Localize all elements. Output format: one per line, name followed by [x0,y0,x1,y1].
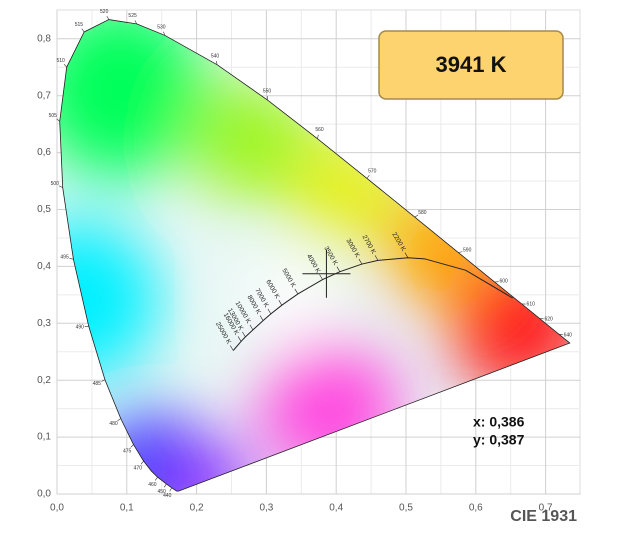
cct-tick [404,252,409,258]
wavelength-label: 590 [463,248,472,254]
wavelength-label: 510 [56,58,65,64]
wavelength-label: 490 [76,325,85,331]
y-tick-label: 0,0 [37,489,51,500]
chart-title: CIE 1931 [510,508,577,525]
wavelength-label: 505 [49,113,58,119]
wavelength-label: 470 [134,465,143,471]
y-tick-label: 0,8 [37,33,51,44]
cct-tick [374,255,379,261]
wavelength-label: 485 [93,381,102,387]
cct-tick [229,345,234,351]
x-tick-label: 0,6 [469,503,483,514]
wavelength-label: 580 [418,210,427,216]
wavelength-tick [63,63,67,68]
x-tick-label: 0,0 [50,503,64,514]
wavelength-label: 450 [157,489,166,495]
wavelength-tick [101,379,106,382]
cct-tick [267,308,272,315]
wavelength-tick [163,483,167,488]
wavelength-label: 515 [75,22,84,28]
cct-tick [319,274,323,280]
wavelength-label: 495 [60,255,69,261]
x-tick-label: 0,4 [329,503,343,514]
wavelength-label: 520 [100,9,109,15]
wavelength-label: 475 [123,448,132,454]
cct-tick [294,288,299,295]
cct-tick [358,258,363,265]
x-tick-label: 0,3 [259,503,273,514]
cct-tick [336,266,341,272]
wavelength-label: 530 [157,25,166,31]
x-tick-label: 0,2 [190,503,204,514]
y-tick-label: 0,7 [37,90,51,101]
wavelength-tick [56,118,60,122]
x-coordinate: x: 0,386 [473,414,525,430]
y-tick-label: 0,3 [37,318,51,329]
wavelength-tick [59,185,63,188]
wavelength-label: 560 [315,127,324,133]
y-tick-label: 0,1 [37,432,51,443]
planckian-locus [232,257,513,351]
wavelength-label: 600 [499,279,508,285]
cct-tick [242,331,246,338]
wavelength-tick [106,15,110,20]
wavelength-label: 640 [564,333,573,339]
wavelength-tick [155,476,158,481]
y-coordinate: y: 0,387 [473,432,525,448]
wavelength-label: 500 [51,181,60,187]
cct-tick [278,300,283,306]
x-tick-label: 0,7 [539,503,553,514]
wavelength-tick [169,487,173,492]
x-tick-label: 0,5 [399,503,413,514]
wavelength-label: 440 [163,493,172,499]
cct-tick [237,336,242,342]
wavelength-tick [140,460,144,465]
wavelength-label: 525 [128,13,137,19]
wavelength-tick [317,134,319,139]
wavelength-tick [366,174,370,179]
wavelength-tick [163,31,166,36]
wavelength-tick [69,258,74,260]
y-tick-label: 0,6 [37,147,51,158]
wavelength-tick [414,214,419,218]
wavelength-tick [215,60,218,65]
x-tick-label: 0,1 [120,503,134,514]
wavelength-label: 610 [527,301,536,307]
y-tick-label: 0,4 [37,261,51,272]
wavelength-tick [458,251,463,253]
wavelength-tick [130,444,134,448]
wavelength-label: 550 [263,88,272,94]
cct-tick [259,315,264,321]
wavelength-label: 540 [211,53,220,59]
wavelength-tick [117,418,121,422]
wavelength-label: 620 [544,317,553,323]
wavelength-tick [134,20,137,25]
wavelength-label: 480 [109,421,118,427]
wavelength-label: 570 [368,168,377,174]
wavelength-label: 460 [148,482,157,488]
cct-tick [249,324,254,331]
y-tick-label: 0,2 [37,375,51,386]
wavelength-tick [81,28,85,33]
wavelength-tick [84,325,89,327]
cct-value: 3941 K [436,52,507,77]
y-tick-label: 0,5 [37,204,51,215]
cct-badge [378,30,564,100]
